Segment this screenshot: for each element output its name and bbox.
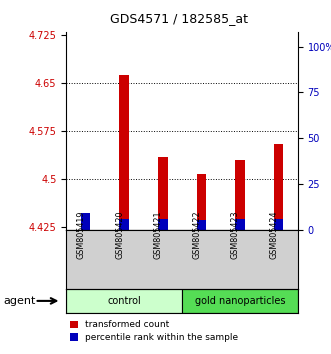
Text: agent: agent xyxy=(3,296,36,306)
Bar xyxy=(197,220,206,230)
Bar xyxy=(81,222,90,230)
Bar xyxy=(158,156,167,230)
Text: control: control xyxy=(107,296,141,306)
Bar xyxy=(66,289,182,313)
Bar xyxy=(81,213,90,230)
Bar xyxy=(235,160,245,230)
Bar xyxy=(182,289,298,313)
Bar xyxy=(119,75,129,230)
Text: GSM805421: GSM805421 xyxy=(154,211,163,259)
Text: gold nanoparticles: gold nanoparticles xyxy=(195,296,285,306)
Text: GDS4571 / 182585_at: GDS4571 / 182585_at xyxy=(110,12,248,25)
Bar xyxy=(274,219,283,230)
Text: GSM805422: GSM805422 xyxy=(192,211,201,259)
Bar xyxy=(274,144,283,230)
Text: GSM805420: GSM805420 xyxy=(115,211,124,259)
Bar xyxy=(158,219,167,230)
Legend: transformed count, percentile rank within the sample: transformed count, percentile rank withi… xyxy=(66,317,242,346)
Text: GSM805423: GSM805423 xyxy=(231,211,240,259)
Text: GSM805419: GSM805419 xyxy=(76,211,85,259)
Bar xyxy=(197,174,206,230)
Bar xyxy=(235,218,245,230)
Bar xyxy=(119,218,129,230)
Text: GSM805424: GSM805424 xyxy=(269,211,279,259)
